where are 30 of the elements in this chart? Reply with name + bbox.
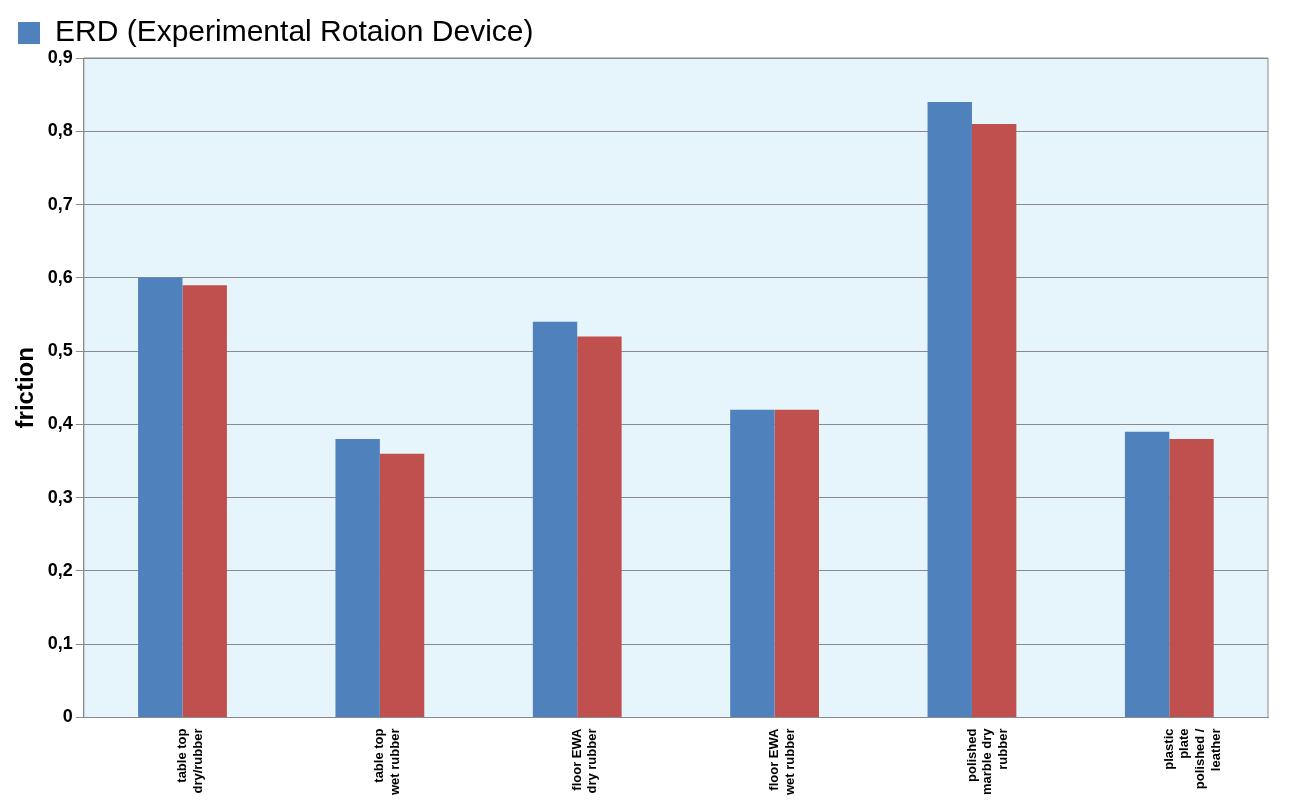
y-tick-label: 0,8 <box>47 120 73 141</box>
x-tick-label: polished marble dry rubber <box>963 727 1010 796</box>
x-tick-label: floor EWA dry rubber <box>568 727 600 794</box>
bar <box>971 123 1017 718</box>
bar <box>1169 439 1214 718</box>
y-tick-label: 0,2 <box>47 559 73 580</box>
y-tick-label: 0 <box>62 706 73 727</box>
bar <box>379 453 425 718</box>
y-tick-label: 0,5 <box>47 340 73 361</box>
y-tick-label: 0,1 <box>47 633 73 654</box>
y-tick-label: 0,4 <box>47 413 73 434</box>
y-axis-title: friction <box>11 347 39 429</box>
y-tick-label: 0,3 <box>47 486 73 507</box>
bar <box>577 336 622 718</box>
bar <box>1124 431 1170 718</box>
y-tick-label: 0,9 <box>47 46 73 67</box>
bar <box>335 439 380 718</box>
x-tick-label: table top wet rubber <box>371 728 403 796</box>
x-tick-label: plastic plate polished / leather <box>1160 728 1223 790</box>
bar <box>927 101 972 718</box>
legend-label: ERD (Experimental Rotaion Device) <box>55 14 534 48</box>
x-tick-label: floor EWA wet rubber <box>766 727 797 796</box>
bar <box>730 409 775 718</box>
bar <box>774 409 819 718</box>
x-tick-label: table top dry/rubber <box>174 728 205 794</box>
y-tick-label: 0,7 <box>47 193 73 214</box>
bar <box>138 277 183 718</box>
y-tick-label: 0,6 <box>47 266 73 287</box>
bar <box>182 285 227 718</box>
bar <box>532 321 578 718</box>
